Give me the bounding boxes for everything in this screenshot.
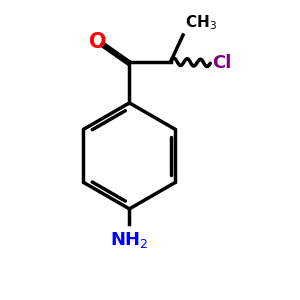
Text: CH$_3$: CH$_3$ [184, 13, 217, 32]
Text: O: O [89, 32, 106, 52]
Text: NH$_2$: NH$_2$ [110, 230, 149, 250]
Text: Cl: Cl [212, 54, 231, 72]
